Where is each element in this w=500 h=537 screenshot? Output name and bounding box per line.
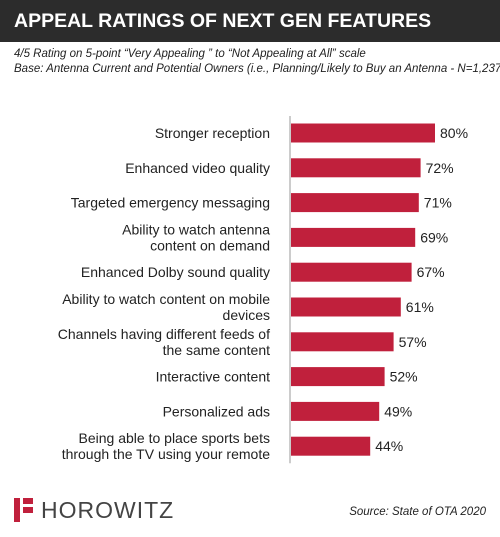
bar-chart: 80% Stronger reception 72% Enhanced video q… xyxy=(58,116,468,464)
bar xyxy=(291,158,421,178)
data-label: 49% xyxy=(384,403,412,419)
category-label: through the TV using your remote xyxy=(62,446,271,462)
horowitz-logo-icon xyxy=(14,498,33,522)
bar xyxy=(291,227,416,247)
bar xyxy=(291,193,419,213)
category-label: Targeted emergency messaging xyxy=(71,195,270,211)
bar xyxy=(291,401,380,421)
category-label: Ability to watch antenna xyxy=(122,221,270,237)
category-label: content on demand xyxy=(150,237,270,253)
bar xyxy=(291,297,401,317)
source-note: Source: State of OTA 2020 xyxy=(349,506,486,518)
data-label: 57% xyxy=(399,334,427,350)
data-label: 44% xyxy=(375,438,403,454)
data-label: 52% xyxy=(390,369,418,385)
data-label: 80% xyxy=(440,125,468,141)
category-label: Ability to watch content on mobile xyxy=(62,291,270,307)
bar xyxy=(291,332,394,352)
header-bar: APPEAL RATINGS OF NEXT GEN FEATURES xyxy=(0,0,500,42)
logo-wordmark: HOROWITZ xyxy=(41,497,175,523)
category-label: Enhanced Dolby sound quality xyxy=(81,264,270,280)
base-note: Base: Antenna Current and Potential Owne… xyxy=(14,63,500,75)
category-label: Personalized ads xyxy=(163,403,270,419)
data-label: 61% xyxy=(406,299,434,315)
rating-scale-note: 4/5 Rating on 5-point “Very Appealing ” … xyxy=(14,48,366,60)
data-label: 69% xyxy=(420,229,448,245)
data-label: 71% xyxy=(424,195,452,211)
bar xyxy=(291,436,371,456)
bar xyxy=(291,123,435,143)
data-label: 67% xyxy=(417,264,445,280)
category-label: devices xyxy=(223,307,270,323)
bar xyxy=(291,367,385,387)
data-label: 72% xyxy=(426,160,454,176)
category-label: Channels having different feeds of xyxy=(58,326,270,342)
category-label: the same content xyxy=(163,342,271,358)
category-label: Enhanced video quality xyxy=(125,160,270,176)
category-label: Being able to place sports bets xyxy=(79,430,270,446)
category-label: Interactive content xyxy=(156,369,271,385)
category-label: Stronger reception xyxy=(155,125,270,141)
bar xyxy=(291,262,412,282)
chart-title: APPEAL RATINGS OF NEXT GEN FEATURES xyxy=(14,10,432,32)
